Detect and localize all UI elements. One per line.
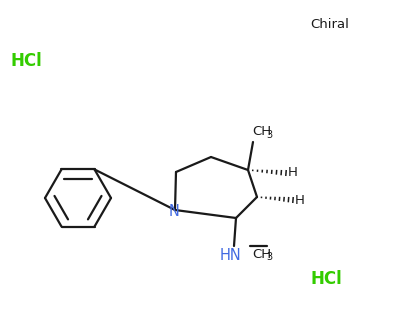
- Text: N: N: [169, 203, 179, 218]
- Text: CH: CH: [252, 248, 271, 261]
- Text: H: H: [295, 194, 305, 206]
- Text: H: H: [288, 167, 298, 180]
- Text: HCl: HCl: [310, 270, 342, 288]
- Text: 3: 3: [266, 252, 272, 262]
- Text: Chiral: Chiral: [310, 18, 349, 31]
- Text: CH: CH: [252, 125, 271, 138]
- Text: HN: HN: [220, 247, 242, 262]
- Text: 3: 3: [266, 130, 272, 140]
- Text: HCl: HCl: [10, 52, 42, 70]
